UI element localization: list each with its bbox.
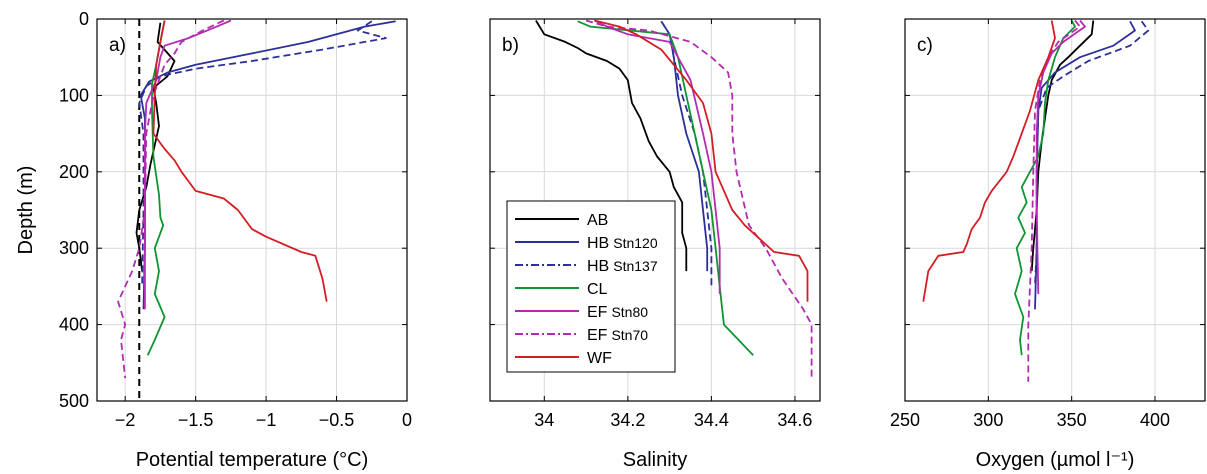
x-tick-label: 34.4 [694, 410, 729, 430]
legend-entry-label: AB [587, 212, 608, 229]
y-tick-label: 200 [59, 162, 89, 182]
series-line-ef-stn80 [1035, 19, 1086, 295]
series-line-ef-stn70 [1027, 19, 1081, 382]
y-tick-label: 300 [59, 238, 89, 258]
series-line-wf [594, 19, 809, 302]
y-tick-label: 500 [59, 391, 89, 411]
x-tick-label: 350 [1057, 410, 1087, 430]
y-tick-label: 400 [59, 315, 89, 335]
x-tick-label: −0.5 [319, 410, 355, 430]
panel-label: b) [502, 35, 519, 56]
series-line-wf [152, 20, 328, 302]
x-tick-label: 34.2 [610, 410, 645, 430]
y-tick-label: 100 [59, 85, 89, 105]
plot-frame [489, 18, 821, 402]
x-axis-label: Oxygen (µmol l⁻¹) [976, 449, 1135, 471]
panel-label: c) [917, 35, 933, 56]
series-line-ef-stn80 [594, 19, 721, 294]
y-axis-label: Depth (m) [15, 166, 37, 255]
x-tick-label: 34.6 [777, 410, 812, 430]
legend-entry-label: HB Stn120 [587, 235, 658, 252]
series-line-hb-stn137 [1034, 20, 1150, 287]
series-line-cl [1014, 20, 1076, 356]
legend: AB HB Stn120 HB Stn137 CL EF Stn80 EF Stn70 WF [506, 200, 676, 373]
series-line-ef-stn70 [117, 19, 225, 379]
x-axis-label: Salinity [623, 449, 687, 471]
x-tick-label: 34 [534, 410, 554, 430]
plot-frame [96, 18, 408, 402]
legend-entry-label: EF Stn70 [587, 327, 648, 344]
panels: −2 −1.5 −1 −0.5 0 0 100 200 300 400 500 a) Potential… [59, 9, 1206, 471]
series-line-ef-stn80 [144, 19, 232, 310]
x-tick-label: 300 [973, 410, 1003, 430]
x-tick-label: −1 [256, 410, 277, 430]
series-line-ef-stn70 [585, 19, 813, 379]
legend-entry-label: WF [587, 350, 612, 367]
x-tick-label: 0 [402, 410, 412, 430]
x-axis-label: Potential temperature (°C) [136, 449, 369, 471]
panel-label: a) [109, 35, 126, 56]
legend-entry-label: CL [587, 281, 608, 298]
y-tick-label: 0 [79, 9, 89, 29]
legend-box [506, 200, 676, 373]
series-line-ab [535, 20, 688, 272]
x-tick-label: −1.5 [178, 410, 214, 430]
legend-entry-label: HB Stn137 [587, 258, 658, 275]
series-line-hb-stn137 [660, 20, 713, 287]
series-line-hb-stn120 [1034, 20, 1136, 310]
series-line-ab [135, 22, 176, 272]
panel-c: 250 300 350 400 c) Oxygen (µmol l⁻¹) [890, 18, 1206, 471]
x-tick-label: 400 [1140, 410, 1170, 430]
legend-entry-label: EF Stn80 [587, 304, 648, 321]
series-line-wf [922, 20, 1056, 302]
plot-frame [904, 18, 1206, 402]
panel-a: −2 −1.5 −1 −0.5 0 0 100 200 300 400 500 a) Potential… [59, 9, 412, 471]
x-tick-label: 250 [890, 410, 920, 430]
series-line-hb-stn137 [138, 20, 387, 287]
series-line-hb-stn120 [139, 20, 396, 310]
x-tick-label: −2 [115, 410, 136, 430]
